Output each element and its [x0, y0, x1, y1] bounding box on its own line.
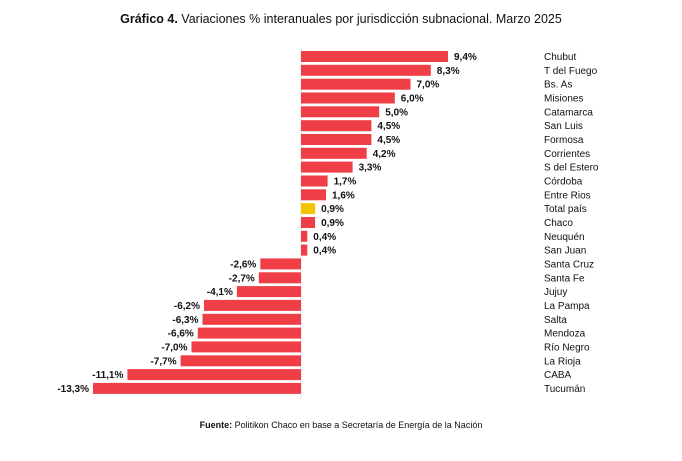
value-label-21: -7,0% [161, 342, 187, 353]
value-label-14: 0,4% [313, 246, 336, 257]
bar-6 [301, 134, 372, 145]
bar-5 [301, 120, 372, 132]
category-label-12: Chaco [544, 218, 573, 229]
category-label-7: Corrientes [544, 149, 590, 160]
value-label-19: -6,3% [172, 315, 198, 326]
bar-15 [260, 258, 301, 270]
bar-12 [301, 217, 316, 228]
value-label-4: 5,0% [385, 107, 408, 118]
category-label-2: Bs. As [544, 80, 572, 91]
category-label-15: Santa Cruz [544, 259, 594, 270]
value-label-5: 4,5% [377, 121, 400, 132]
category-label-23: CABA [544, 370, 572, 381]
bar-22 [180, 355, 301, 367]
value-label-22: -7,7% [150, 356, 176, 367]
value-label-6: 4,5% [377, 135, 400, 146]
bar-19 [202, 313, 301, 325]
category-label-4: Catamarca [544, 107, 593, 118]
source-label: Fuente: [199, 420, 233, 430]
value-label-8: 3,3% [359, 163, 382, 174]
value-label-12: 0,9% [321, 218, 344, 229]
value-label-11: 0,9% [321, 204, 344, 215]
category-label-18: La Pampa [544, 301, 590, 312]
category-label-5: San Luis [544, 121, 583, 132]
chart-source: Fuente: Politikon Chaco en base a Secret… [0, 420, 682, 430]
bar-1 [301, 64, 431, 76]
bar-0 [301, 51, 448, 62]
category-label-11: Total país [544, 204, 587, 215]
bar-8 [301, 161, 353, 173]
bar-10 [301, 189, 326, 201]
bar-3 [301, 92, 395, 104]
bar-16 [258, 272, 301, 284]
chart-title-text: Variaciones % interanuales por jurisdicc… [181, 12, 562, 26]
category-label-22: La Rioja [544, 356, 581, 367]
category-label-21: Río Negro [544, 342, 590, 353]
bar-20 [197, 327, 301, 339]
value-label-18: -6,2% [174, 301, 200, 312]
source-text: Politikon Chaco en base a Secretaría de … [234, 420, 483, 430]
value-label-24: -13,3% [57, 384, 89, 395]
value-label-15: -2,6% [230, 259, 256, 270]
value-label-9: 1,7% [334, 177, 357, 188]
value-label-7: 4,2% [373, 149, 396, 160]
category-label-20: Mendoza [544, 329, 586, 340]
category-label-3: Misiones [544, 94, 583, 105]
category-label-24: Tucumán [544, 384, 585, 395]
bar-21 [191, 341, 301, 353]
category-label-19: Salta [544, 315, 567, 326]
value-label-2: 7,0% [417, 80, 440, 91]
category-label-16: Santa Fe [544, 273, 585, 284]
chart-title-prefix: Gráfico 4. [120, 12, 178, 26]
value-label-13: 0,4% [313, 232, 336, 243]
value-label-1: 8,3% [437, 66, 460, 77]
value-label-20: -6,6% [168, 329, 194, 340]
bar-18 [204, 299, 301, 311]
value-label-23: -11,1% [92, 370, 123, 381]
category-label-0: Chubut [544, 52, 576, 63]
category-label-13: Neuquén [544, 232, 585, 243]
bar-9 [301, 175, 328, 187]
bar-2 [301, 78, 411, 90]
bar-11 [301, 203, 316, 215]
category-label-17: Jujuy [544, 287, 567, 298]
bar-7 [301, 147, 367, 159]
bar-24 [93, 382, 301, 394]
category-label-6: Formosa [544, 135, 584, 146]
bar-23 [127, 369, 302, 381]
bar-14 [301, 244, 308, 256]
chart-title: Gráfico 4. Variaciones % interanuales po… [0, 12, 682, 26]
category-label-10: Entre Rios [544, 190, 591, 201]
value-label-17: -4,1% [207, 287, 233, 298]
category-label-1: T del Fuego [544, 66, 598, 77]
category-label-14: San Juan [544, 246, 586, 257]
category-label-8: S del Estero [544, 163, 599, 174]
value-label-10: 1,6% [332, 190, 355, 201]
value-label-0: 9,4% [454, 52, 477, 63]
bar-4 [301, 106, 380, 118]
bar-13 [301, 230, 308, 242]
value-label-16: -2,7% [229, 273, 255, 284]
value-label-3: 6,0% [401, 94, 424, 105]
category-label-9: Córdoba [544, 177, 583, 188]
bar-17 [236, 286, 301, 298]
